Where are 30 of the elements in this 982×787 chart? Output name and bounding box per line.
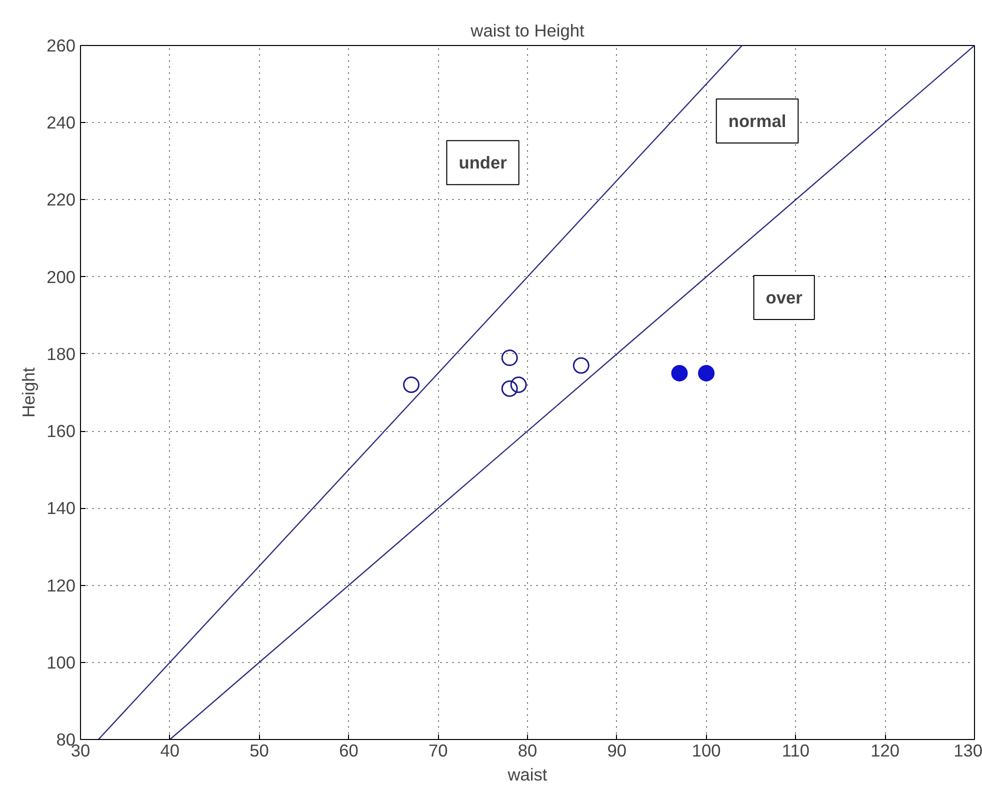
y-tick-label: 160	[46, 421, 76, 442]
chart-title: waist to Height	[470, 20, 585, 40]
x-tick-label: 130	[954, 740, 982, 760]
y-tick-label: 180	[46, 344, 76, 364]
x-tick-label: 110	[782, 740, 810, 760]
annotation: over	[766, 287, 803, 308]
point	[501, 380, 518, 397]
x-tick-label: 80	[518, 740, 538, 760]
x-tick-label: 40	[160, 740, 180, 760]
point	[501, 350, 518, 366]
annotation: normal	[728, 110, 786, 131]
point	[403, 376, 420, 394]
y-tick-label: 140	[46, 498, 76, 518]
x-tick-label: 90	[607, 740, 627, 760]
x-tick-label: 120	[870, 740, 900, 760]
x-tick-label: 50	[250, 740, 269, 760]
y-tick-label: 240	[46, 112, 76, 133]
y-tick-label: 200	[46, 266, 76, 287]
y-tick-label: 260	[46, 36, 76, 56]
x-tick-label: 70	[428, 740, 448, 760]
y-tick-label: 120	[46, 575, 76, 596]
y-axis-title: Height	[18, 367, 39, 418]
x-tick-label: 100	[692, 740, 721, 760]
point	[572, 357, 590, 374]
annotation: under	[458, 152, 508, 173]
point	[510, 376, 527, 394]
y-tick-label: 100	[46, 652, 76, 672]
y-tick-label: 220	[46, 190, 76, 210]
x-tick-label: 60	[339, 740, 358, 760]
x-axis-title: waist	[506, 764, 548, 784]
